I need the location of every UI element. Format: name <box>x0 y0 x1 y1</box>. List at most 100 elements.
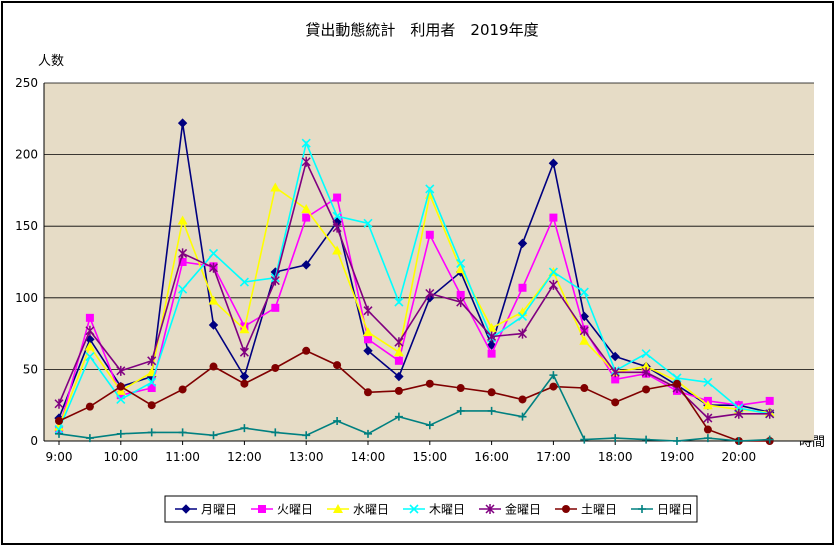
data-point <box>611 398 620 407</box>
data-point <box>703 413 713 424</box>
data-point <box>147 428 156 437</box>
data-point <box>394 337 404 348</box>
y-tick-label: 100 <box>15 291 38 305</box>
legend-label: 水曜日 <box>353 503 389 517</box>
data-point <box>702 400 713 410</box>
legend-item: 土曜日 <box>555 503 617 517</box>
x-tick-label: 18:00 <box>598 450 633 464</box>
data-point <box>549 382 558 391</box>
data-point <box>301 138 311 148</box>
x-tick-label: 13:00 <box>289 450 324 464</box>
x-tick-label: 20:00 <box>722 450 757 464</box>
data-point <box>333 193 342 202</box>
y-axis-label: 人数 <box>38 54 64 69</box>
data-point <box>579 325 589 336</box>
legend-marker <box>181 504 191 514</box>
legend-label: 火曜日 <box>277 503 313 517</box>
data-point <box>240 379 249 388</box>
data-point <box>734 408 744 419</box>
data-point <box>456 384 465 393</box>
data-point <box>517 328 528 339</box>
data-point <box>208 320 219 330</box>
data-point <box>486 340 497 350</box>
data-point <box>765 435 774 444</box>
data-point <box>517 311 528 321</box>
data-point <box>549 213 558 222</box>
data-point <box>487 406 496 415</box>
data-point <box>394 386 403 395</box>
series-line-6 <box>58 349 770 442</box>
data-point <box>579 311 590 322</box>
data-point <box>487 331 497 342</box>
data-point <box>54 398 64 409</box>
data-point <box>610 367 620 378</box>
data-point <box>271 303 280 312</box>
data-point <box>518 412 527 421</box>
data-point <box>239 277 249 287</box>
data-point <box>85 434 94 443</box>
data-point <box>363 305 373 316</box>
data-point <box>518 283 527 292</box>
data-point <box>116 429 125 438</box>
data-point <box>178 385 187 394</box>
legend-item: 水曜日 <box>327 503 389 517</box>
data-point <box>209 431 218 440</box>
data-point <box>394 412 403 421</box>
data-point <box>517 238 528 249</box>
y-tick-label: 200 <box>15 148 38 162</box>
chart: 貸出動態統計 利用者 2019年度 人数 時間 0501001502002509… <box>15 21 825 523</box>
y-tick-label: 0 <box>30 434 38 448</box>
x-tick-label: 17:00 <box>536 450 571 464</box>
x-tick-label: 11:00 <box>165 450 200 464</box>
data-point <box>580 384 589 393</box>
legend-marker <box>485 504 495 514</box>
data-point <box>641 361 652 371</box>
x-tick-label: 14:00 <box>351 450 386 464</box>
y-tick-label: 150 <box>15 219 38 233</box>
data-point <box>147 355 157 366</box>
data-point <box>456 290 465 299</box>
data-point <box>177 215 188 225</box>
legend-item: 金曜日 <box>479 502 541 517</box>
data-point <box>363 218 373 228</box>
data-point <box>425 379 434 388</box>
legend-label: 土曜日 <box>581 503 617 517</box>
legend-item: 日曜日 <box>631 503 693 517</box>
legend-item: 木曜日 <box>403 503 465 517</box>
legend-marker <box>409 504 419 514</box>
legend-marker <box>258 505 266 513</box>
data-point <box>271 428 280 437</box>
legend-marker <box>562 505 570 513</box>
data-point <box>393 347 404 357</box>
x-tick-label: 16:00 <box>474 450 509 464</box>
data-point <box>178 248 188 259</box>
data-point <box>85 313 94 322</box>
data-point <box>363 327 373 337</box>
data-point <box>301 156 311 167</box>
data-point <box>116 382 125 391</box>
data-point <box>177 118 188 128</box>
data-point <box>333 361 342 370</box>
data-point <box>703 377 713 387</box>
data-point <box>765 396 774 405</box>
data-point <box>270 182 281 192</box>
data-point <box>363 346 373 356</box>
data-point <box>518 395 527 404</box>
data-point <box>456 297 466 308</box>
data-point <box>548 267 558 277</box>
series-line-5 <box>58 159 770 419</box>
y-tick-label: 250 <box>15 76 38 90</box>
data-point <box>116 394 126 405</box>
data-point <box>580 435 589 444</box>
x-tick-label: 9:00 <box>46 450 73 464</box>
data-point <box>84 341 95 351</box>
legend: 月曜日 火曜日 水曜日 木曜日 金曜日 土曜日 日曜日 <box>164 495 698 523</box>
data-point <box>209 362 218 371</box>
data-point <box>271 363 280 372</box>
data-point <box>239 347 249 358</box>
data-point <box>332 211 342 221</box>
data-point <box>240 424 249 433</box>
data-point <box>116 365 126 376</box>
data-point <box>425 288 435 299</box>
data-point <box>487 388 496 397</box>
